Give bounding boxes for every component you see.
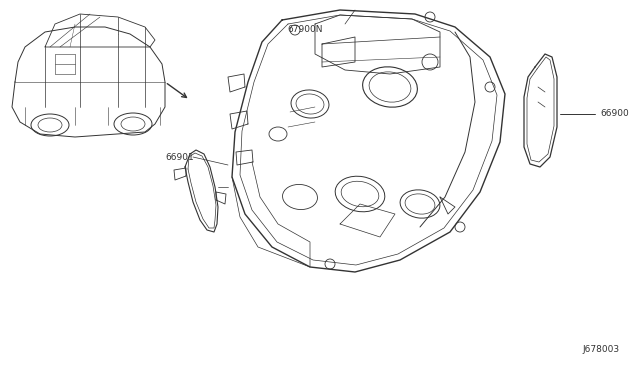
Text: 66901: 66901 (165, 153, 194, 161)
Text: 66900: 66900 (600, 109, 628, 119)
Text: J678003: J678003 (583, 345, 620, 354)
Text: 67900N: 67900N (287, 26, 323, 35)
